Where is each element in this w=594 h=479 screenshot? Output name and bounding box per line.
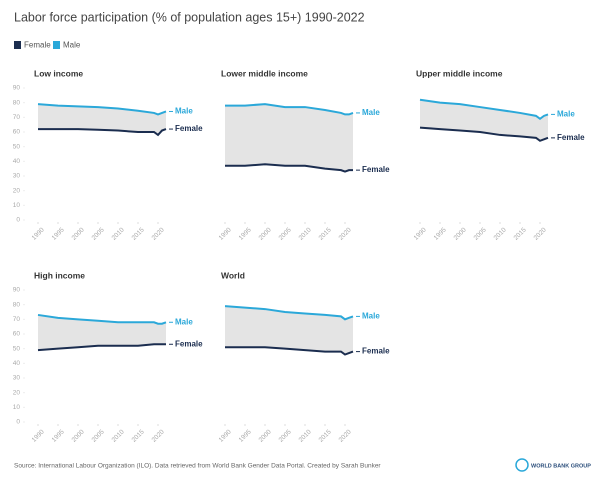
y-tick-label: 20 xyxy=(13,389,21,396)
x-tick-label: 2000 xyxy=(453,226,468,241)
gap-area xyxy=(225,306,353,355)
y-tick-label: 80 xyxy=(13,99,21,106)
y-tick-label: 60 xyxy=(13,129,21,136)
end-label: Female xyxy=(362,165,390,174)
x-tick-label: 2015 xyxy=(131,428,146,443)
panel-title: Low income xyxy=(34,68,83,78)
gap-area xyxy=(225,104,353,172)
panel-title: High income xyxy=(34,270,85,280)
series-line xyxy=(38,128,167,137)
end-label: Female xyxy=(557,133,585,142)
y-tick-label: 10 xyxy=(13,202,21,209)
x-tick-label: 1990 xyxy=(218,428,233,443)
x-tick-label: 2000 xyxy=(258,428,273,443)
x-tick-label: 2000 xyxy=(71,428,86,443)
panel-title: Lower middle income xyxy=(221,68,308,78)
x-tick-label: 2020 xyxy=(533,226,548,241)
x-tick-label: 2020 xyxy=(338,428,353,443)
y-tick-label: 70 xyxy=(13,316,21,323)
series-line xyxy=(224,305,354,321)
x-tick-label: 1990 xyxy=(218,226,233,241)
end-label: Male xyxy=(175,317,193,326)
end-label: Male xyxy=(362,108,380,117)
x-tick-label: 2015 xyxy=(131,226,146,241)
y-tick-label: 70 xyxy=(13,114,21,121)
x-tick-label: 2020 xyxy=(151,428,166,443)
y-tick-label: 40 xyxy=(13,360,21,367)
x-tick-label: 2020 xyxy=(338,226,353,241)
gap-area xyxy=(38,314,166,351)
x-tick-label: 2015 xyxy=(318,226,333,241)
y-tick-label: 0 xyxy=(16,217,20,224)
x-tick-label: 2005 xyxy=(473,226,488,241)
y-tick-label: 30 xyxy=(13,375,21,382)
x-tick-label: 2010 xyxy=(111,428,126,443)
y-tick-label: 0 xyxy=(16,419,20,426)
series-line xyxy=(37,343,166,352)
end-label: Male xyxy=(175,107,193,116)
series-line xyxy=(225,103,354,116)
x-tick-label: 2000 xyxy=(258,226,273,241)
series-line xyxy=(419,98,549,121)
y-tick-label: 80 xyxy=(13,301,21,308)
end-label: Male xyxy=(362,312,380,321)
logo-text: WORLD BANK GROUP xyxy=(531,463,591,469)
x-tick-label: 1990 xyxy=(413,226,428,241)
series-line xyxy=(37,103,167,116)
series-line xyxy=(225,346,354,356)
y-tick-label: 30 xyxy=(13,173,21,180)
end-label: Female xyxy=(175,124,203,133)
y-tick-label: 50 xyxy=(13,345,21,352)
x-tick-label: 2005 xyxy=(91,428,106,443)
x-tick-label: 1990 xyxy=(31,226,46,241)
x-tick-label: 1995 xyxy=(238,428,253,443)
y-tick-label: 50 xyxy=(13,143,21,150)
panel-title: Upper middle income xyxy=(416,68,503,78)
legend-swatch xyxy=(53,41,60,49)
end-label: Female xyxy=(362,347,390,356)
x-tick-label: 2010 xyxy=(298,428,313,443)
x-tick-label: 2015 xyxy=(318,428,333,443)
x-tick-label: 2005 xyxy=(91,226,106,241)
series-line xyxy=(37,313,167,325)
y-tick-label: 90 xyxy=(13,287,21,294)
gap-area xyxy=(420,99,548,141)
x-tick-label: 2010 xyxy=(298,226,313,241)
logo-icon xyxy=(515,458,529,472)
source-note: Source: International Labour Organizatio… xyxy=(14,463,381,470)
end-label: Female xyxy=(175,339,203,348)
x-tick-label: 2010 xyxy=(111,226,126,241)
gap-area xyxy=(38,104,166,135)
y-tick-label: 40 xyxy=(13,158,21,165)
x-tick-label: 1995 xyxy=(51,226,66,241)
series-line xyxy=(419,126,549,142)
x-tick-label: 1995 xyxy=(51,428,66,443)
x-tick-label: 2005 xyxy=(278,226,293,241)
x-tick-label: 2020 xyxy=(151,226,166,241)
panel-title: World xyxy=(221,270,245,280)
y-tick-label: 10 xyxy=(13,404,21,411)
end-label: Male xyxy=(557,110,575,119)
legend-label: Male xyxy=(63,41,81,50)
x-tick-label: 2000 xyxy=(71,226,86,241)
x-tick-label: 2005 xyxy=(278,428,293,443)
y-tick-label: 20 xyxy=(13,187,21,194)
x-tick-label: 2015 xyxy=(513,226,528,241)
legend-swatch xyxy=(14,41,21,49)
series-line xyxy=(225,163,353,173)
legend-label: Female xyxy=(24,41,51,50)
x-tick-label: 1990 xyxy=(31,428,46,443)
x-tick-label: 1995 xyxy=(238,226,253,241)
x-tick-label: 1995 xyxy=(433,226,448,241)
y-tick-label: 90 xyxy=(13,85,21,92)
y-tick-label: 60 xyxy=(13,331,21,338)
x-tick-label: 2010 xyxy=(493,226,508,241)
page-title: Labor force participation (% of populati… xyxy=(14,10,365,24)
